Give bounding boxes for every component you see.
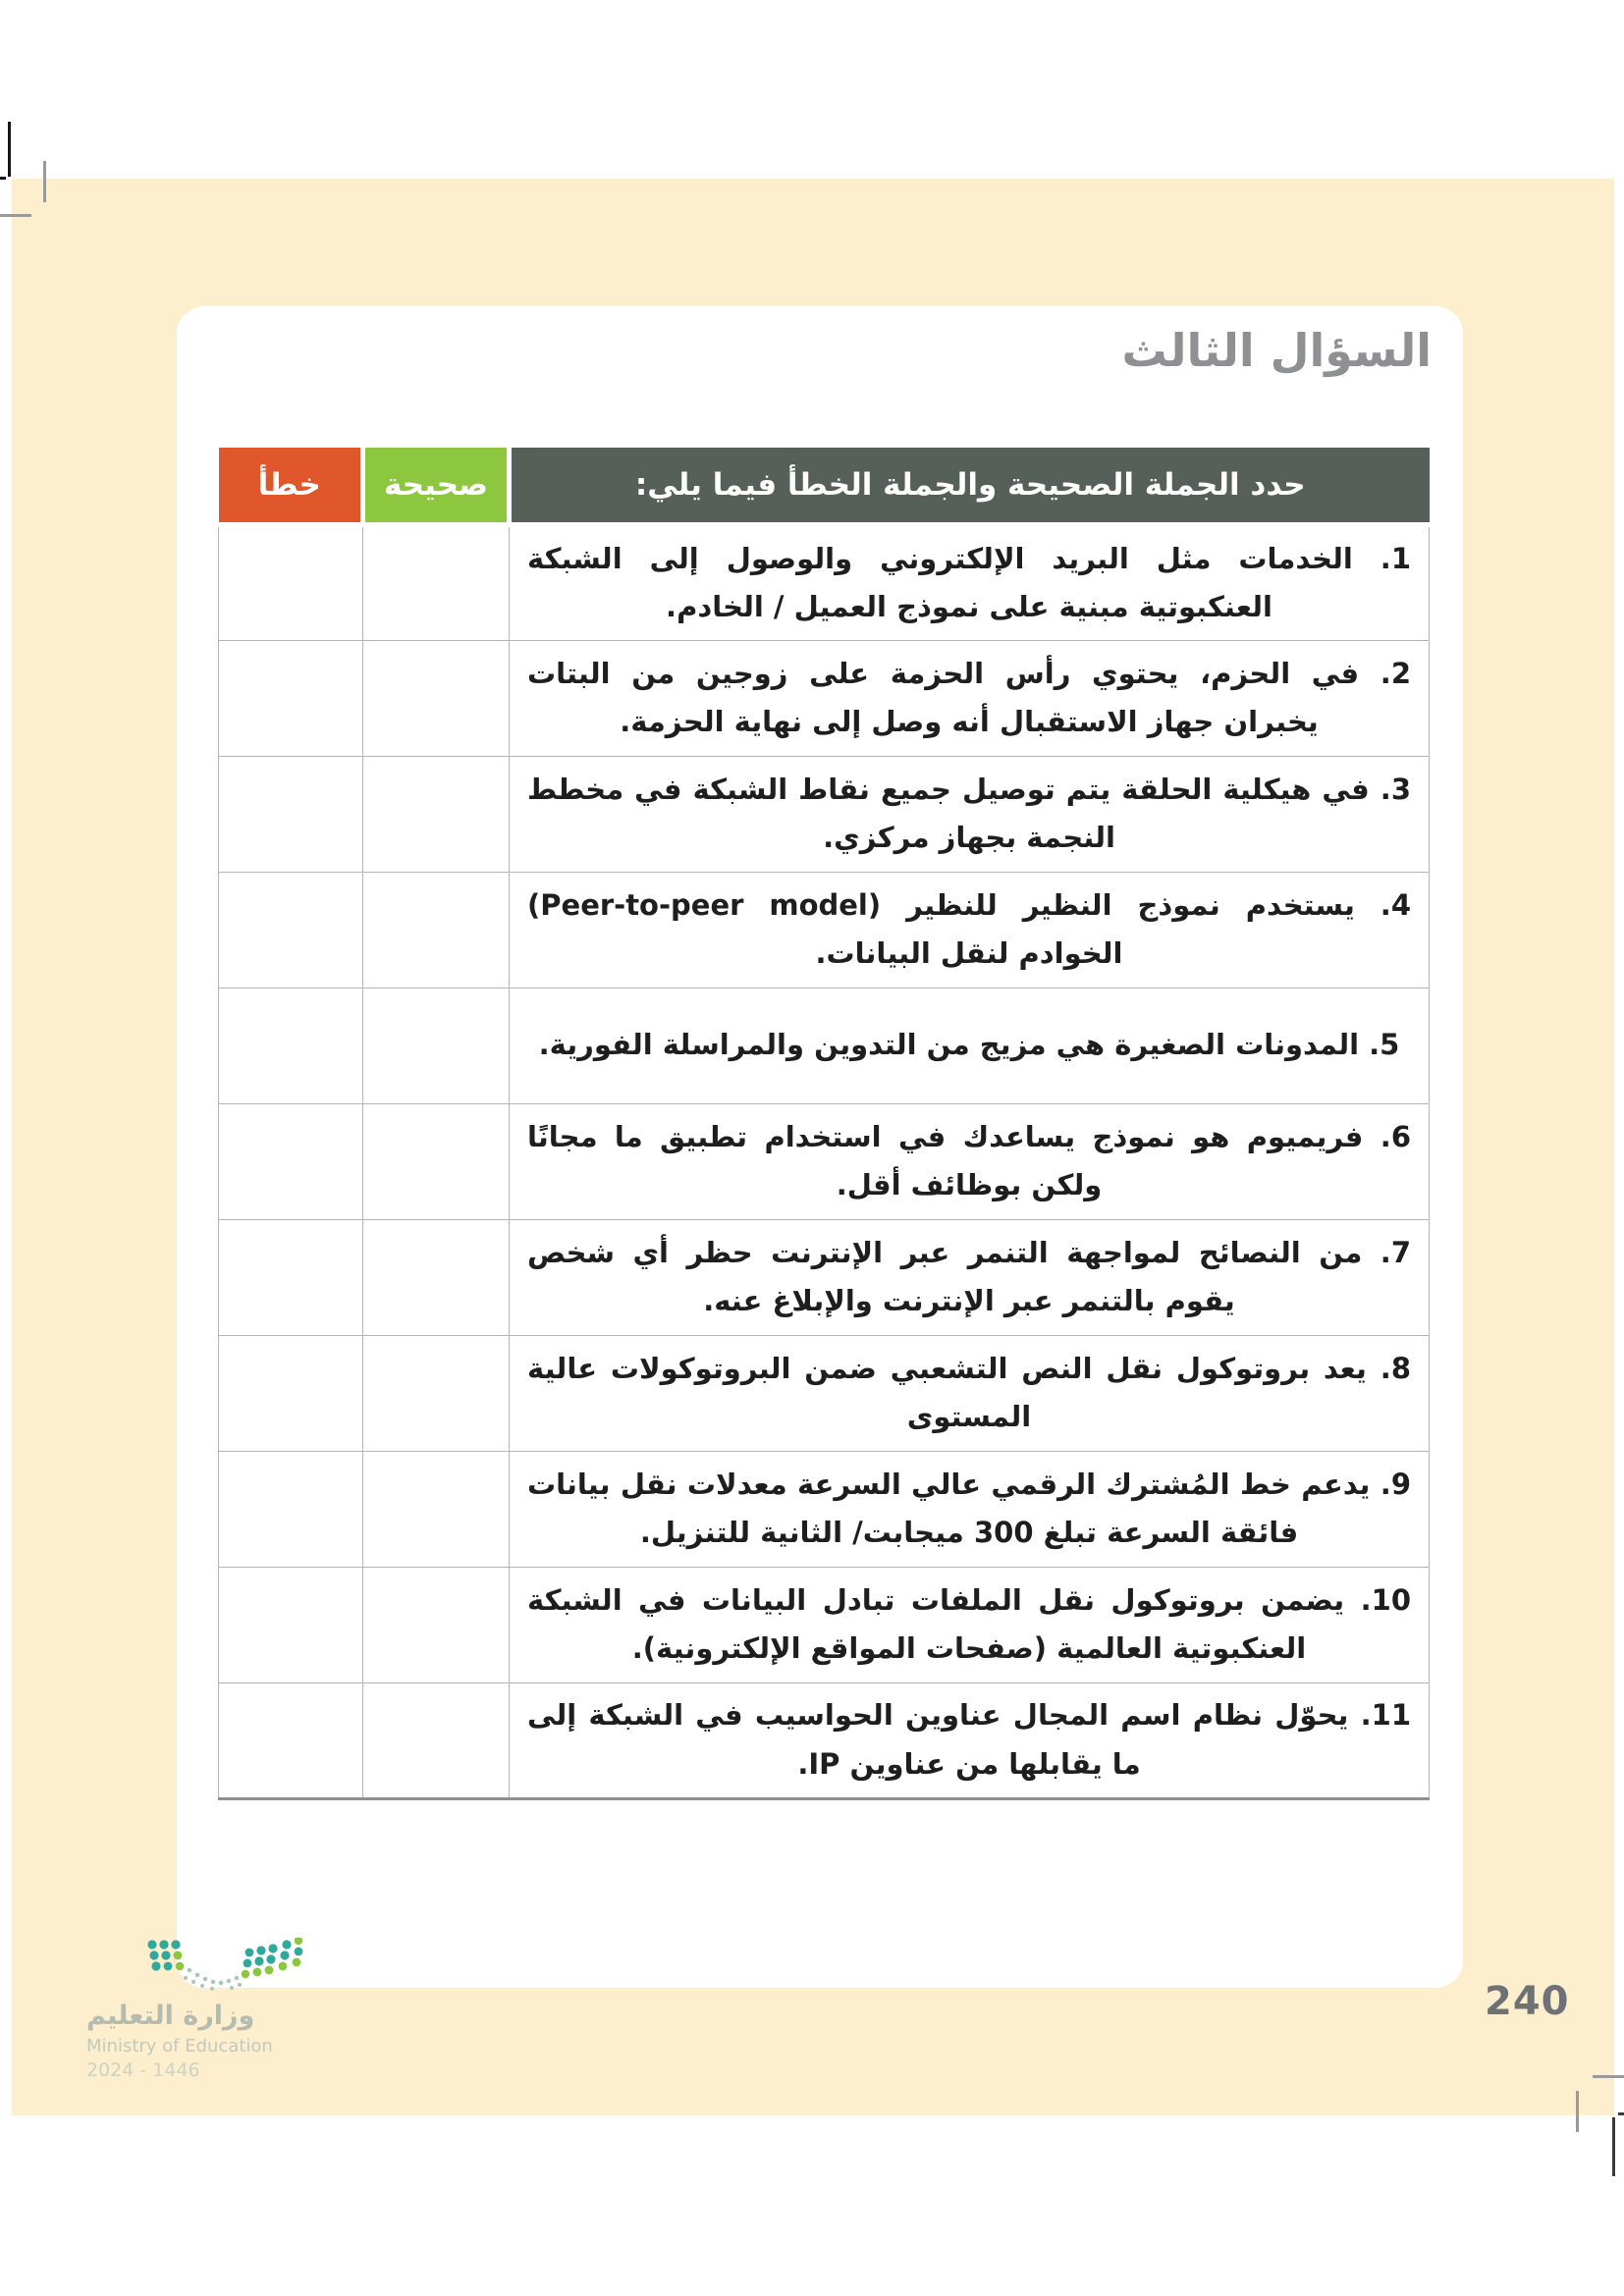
table-row: 10. يضمن بروتوكول نقل الملفات تبادل البي… — [218, 1566, 1430, 1683]
correct-answer-cell — [362, 1218, 510, 1336]
table-row: 5. المدونات الصغيرة هي مزيج من التدوين و… — [218, 987, 1430, 1104]
statement-cell: 9. يدعم خط المُشترك الرقمي عالي السرعة م… — [509, 1450, 1430, 1568]
crop-mark-top-left-horizontal — [0, 177, 6, 180]
statement-cell: 2. في الحزم، يحتوي رأس الحزمة على زوجين … — [509, 639, 1430, 757]
statement-cell: 7. من النصائح لمواجهة التنمر عبر الإنترن… — [509, 1218, 1430, 1336]
crop-mark-top-left-horizontal-2 — [0, 214, 31, 217]
wrong-answer-cell — [218, 1566, 363, 1683]
crop-mark-bottom-right-vertical-2 — [1612, 2117, 1615, 2176]
correct-answer-cell — [362, 523, 510, 641]
correct-answer-cell — [362, 1566, 510, 1683]
correct-answer-cell — [362, 987, 510, 1104]
table-row: 9. يدعم خط المُشترك الرقمي عالي السرعة م… — [218, 1450, 1430, 1568]
crop-mark-bottom-right-horizontal — [1593, 2075, 1624, 2078]
wrong-answer-cell — [218, 1682, 363, 1800]
statement-cell: 11. يحوّل نظام اسم المجال عناوين الحواسي… — [509, 1682, 1430, 1800]
correct-answer-cell — [362, 1450, 510, 1568]
ministry-wordmark-arabic: وزارة التعليم — [86, 2001, 255, 2031]
crop-mark-bottom-right-horizontal-2 — [1618, 2112, 1624, 2115]
statement-cell: 8. يعد بروتوكول نقل النص التشعبي ضمن الب… — [509, 1334, 1430, 1452]
wrong-answer-cell — [218, 1218, 363, 1336]
table-row: 1. الخدمات مثل البريد الإلكتروني والوصول… — [218, 523, 1430, 641]
correct-answer-cell — [362, 871, 510, 988]
wrong-answer-cell — [218, 1450, 363, 1568]
statement-cell: 3. في هيكلية الحلقة يتم توصيل جميع نقاط … — [509, 755, 1430, 873]
wrong-answer-cell — [218, 871, 363, 988]
table-row: 3. في هيكلية الحلقة يتم توصيل جميع نقاط … — [218, 755, 1430, 873]
page-title: السؤال الثالث — [1121, 324, 1432, 377]
crop-mark-top-left-vertical-2 — [43, 161, 46, 202]
wrong-answer-cell — [218, 755, 363, 873]
wrong-answer-cell — [218, 523, 363, 641]
ministry-wordmark-english: Ministry of Education — [86, 2036, 273, 2056]
table-row: 8. يعد بروتوكول نقل النص التشعبي ضمن الب… — [218, 1334, 1430, 1452]
wrong-answer-cell — [218, 1334, 363, 1452]
correct-answer-cell — [362, 1102, 510, 1220]
statement-cell: 1. الخدمات مثل البريد الإلكتروني والوصول… — [509, 523, 1430, 641]
crop-mark-bottom-right-vertical — [1576, 2091, 1579, 2132]
crop-mark-top-left-vertical — [8, 122, 11, 177]
edition-year: 2024 - 1446 — [86, 2059, 200, 2081]
statement-cell: 10. يضمن بروتوكول نقل الملفات تبادل البي… — [509, 1566, 1430, 1683]
table-row: 2. في الحزم، يحتوي رأس الحزمة على زوجين … — [218, 639, 1430, 757]
page-number: 240 — [1485, 1979, 1570, 2024]
table-row: 7. من النصائح لمواجهة التنمر عبر الإنترن… — [218, 1218, 1430, 1336]
statement-cell: 5. المدونات الصغيرة هي مزيج من التدوين و… — [509, 987, 1430, 1104]
table-row: 11. يحوّل نظام اسم المجال عناوين الحواسي… — [218, 1682, 1430, 1800]
correct-answer-cell — [362, 755, 510, 873]
wrong-answer-cell — [218, 987, 363, 1104]
ministry-of-education-logo — [147, 1938, 303, 1991]
statement-cell: 6. فريميوم هو نموذج يساعدك في استخدام تط… — [509, 1102, 1430, 1220]
header-statement-cell: حدد الجملة الصحيحة والجملة الخطأ فيما يل… — [509, 448, 1430, 527]
table-header-row: حدد الجملة الصحيحة والجملة الخطأ فيما يل… — [218, 448, 1430, 527]
correct-answer-cell — [362, 1334, 510, 1452]
table-row: 4. يستخدم نموذج النظير للنظير (Peer-to-p… — [218, 871, 1430, 988]
correct-answer-cell — [362, 1682, 510, 1800]
header-wrong-cell: خطأ — [218, 448, 365, 527]
wrong-answer-cell — [218, 639, 363, 757]
statement-cell: 4. يستخدم نموذج النظير للنظير (Peer-to-p… — [509, 871, 1430, 988]
header-correct-cell: صحيحة — [362, 448, 512, 527]
correct-answer-cell — [362, 639, 510, 757]
true-false-table: حدد الجملة الصحيحة والجملة الخطأ فيما يل… — [218, 448, 1430, 1800]
wrong-answer-cell — [218, 1102, 363, 1220]
table-row: 6. فريميوم هو نموذج يساعدك في استخدام تط… — [218, 1102, 1430, 1220]
